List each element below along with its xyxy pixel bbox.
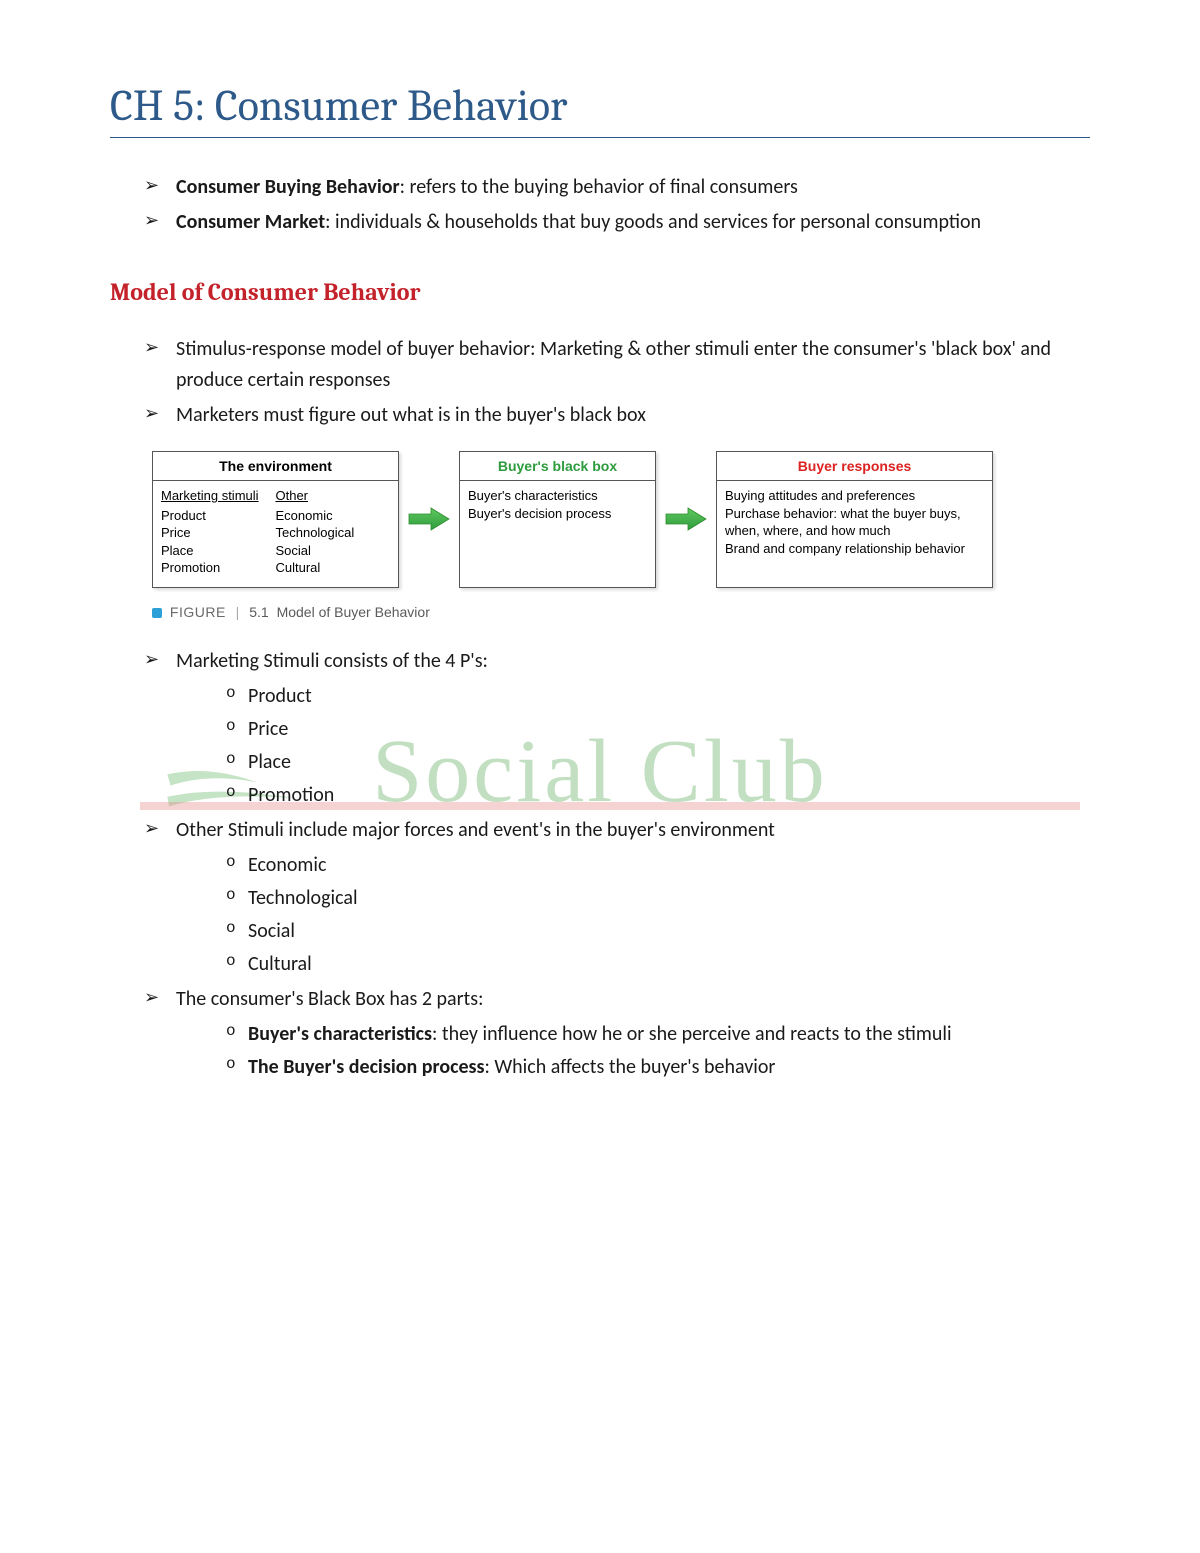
box-item: Buyer's characteristics — [468, 487, 647, 505]
sub-item: Buyer's characteristics: they influence … — [226, 1019, 1090, 1050]
col-item: Product — [161, 507, 276, 525]
sub-item: Technological — [226, 883, 1090, 914]
box-title: The environment — [153, 452, 398, 481]
list-item: Other Stimuli include major forces and e… — [152, 815, 1090, 980]
section-heading: Model of Consumer Behavior — [110, 278, 1090, 306]
caption-dot-icon — [152, 608, 162, 618]
box-item: Buying attitudes and preferences — [725, 487, 984, 505]
box-item: Purchase behavior: what the buyer buys, … — [725, 505, 984, 540]
caption-num: 5.1 — [249, 604, 268, 620]
box-item: Buyer's decision process — [468, 505, 647, 523]
intro-item: Consumer Buying Behavior: refers to the … — [152, 172, 1090, 203]
item-text: The consumer's Black Box has 2 parts: — [176, 987, 483, 1011]
item-text: Other Stimuli include major forces and e… — [176, 818, 775, 842]
col-item: Economic — [276, 507, 391, 525]
definition: : individuals & households that buy good… — [325, 210, 981, 234]
sub-item: Cultural — [226, 949, 1090, 980]
sub-item: Place — [226, 747, 1090, 778]
col-item: Place — [161, 542, 276, 560]
term: Consumer Buying Behavior — [176, 175, 400, 199]
model-item: Marketers must figure out what is in the… — [152, 400, 1090, 431]
model-list: Stimulus-response model of buyer behavio… — [110, 334, 1090, 431]
term: Consumer Market — [176, 210, 325, 234]
sub-item: Product — [226, 681, 1090, 712]
sub-item: Promotion — [226, 780, 1090, 811]
sub-item: Price — [226, 714, 1090, 745]
box-title: Buyer responses — [717, 452, 992, 481]
arrow-icon — [656, 451, 716, 588]
box-item: Brand and company relationship behavior — [725, 540, 984, 558]
list-item: Marketing Stimuli consists of the 4 P's:… — [152, 646, 1090, 811]
model-item: Stimulus-response model of buyer behavio… — [152, 334, 1090, 396]
figure-caption: FIGURE | 5.1 Model of Buyer Behavior — [152, 604, 1032, 620]
col-item: Price — [161, 524, 276, 542]
col-head: Other — [276, 487, 391, 505]
sub-item: Economic — [226, 850, 1090, 881]
sub-item: Social — [226, 916, 1090, 947]
box-title: Buyer's black box — [460, 452, 655, 481]
col-item: Technological — [276, 524, 391, 542]
col-item: Social — [276, 542, 391, 560]
sub-item: The Buyer's decision process: Which affe… — [226, 1052, 1090, 1083]
details-list: Marketing Stimuli consists of the 4 P's:… — [110, 646, 1090, 1083]
definition: : they influence how he or she perceive … — [432, 1022, 952, 1046]
arrow-icon — [399, 451, 459, 588]
environment-box: The environment Marketing stimuli Produc… — [152, 451, 399, 588]
caption-label: FIGURE — [170, 604, 226, 620]
col-item: Cultural — [276, 559, 391, 577]
figure-diagram: The environment Marketing stimuli Produc… — [152, 451, 1032, 620]
list-item: The consumer's Black Box has 2 parts: Bu… — [152, 984, 1090, 1083]
col-head: Marketing stimuli — [161, 487, 276, 505]
caption-text: Model of Buyer Behavior — [277, 604, 430, 620]
definition: : refers to the buying behavior of final… — [400, 175, 798, 199]
blackbox-box: Buyer's black box Buyer's characteristic… — [459, 451, 656, 588]
responses-box: Buyer responses Buying attitudes and pre… — [716, 451, 993, 588]
col-item: Promotion — [161, 559, 276, 577]
page-title: CH 5: Consumer Behavior — [110, 80, 1090, 138]
intro-item: Consumer Market: individuals & household… — [152, 207, 1090, 238]
term: Buyer's characteristics — [248, 1022, 432, 1046]
term: The Buyer's decision process — [248, 1055, 484, 1079]
intro-list: Consumer Buying Behavior: refers to the … — [110, 172, 1090, 238]
caption-sep: | — [236, 604, 240, 620]
definition: : Which affects the buyer's behavior — [484, 1055, 775, 1079]
item-text: Marketing Stimuli consists of the 4 P's: — [176, 649, 488, 673]
